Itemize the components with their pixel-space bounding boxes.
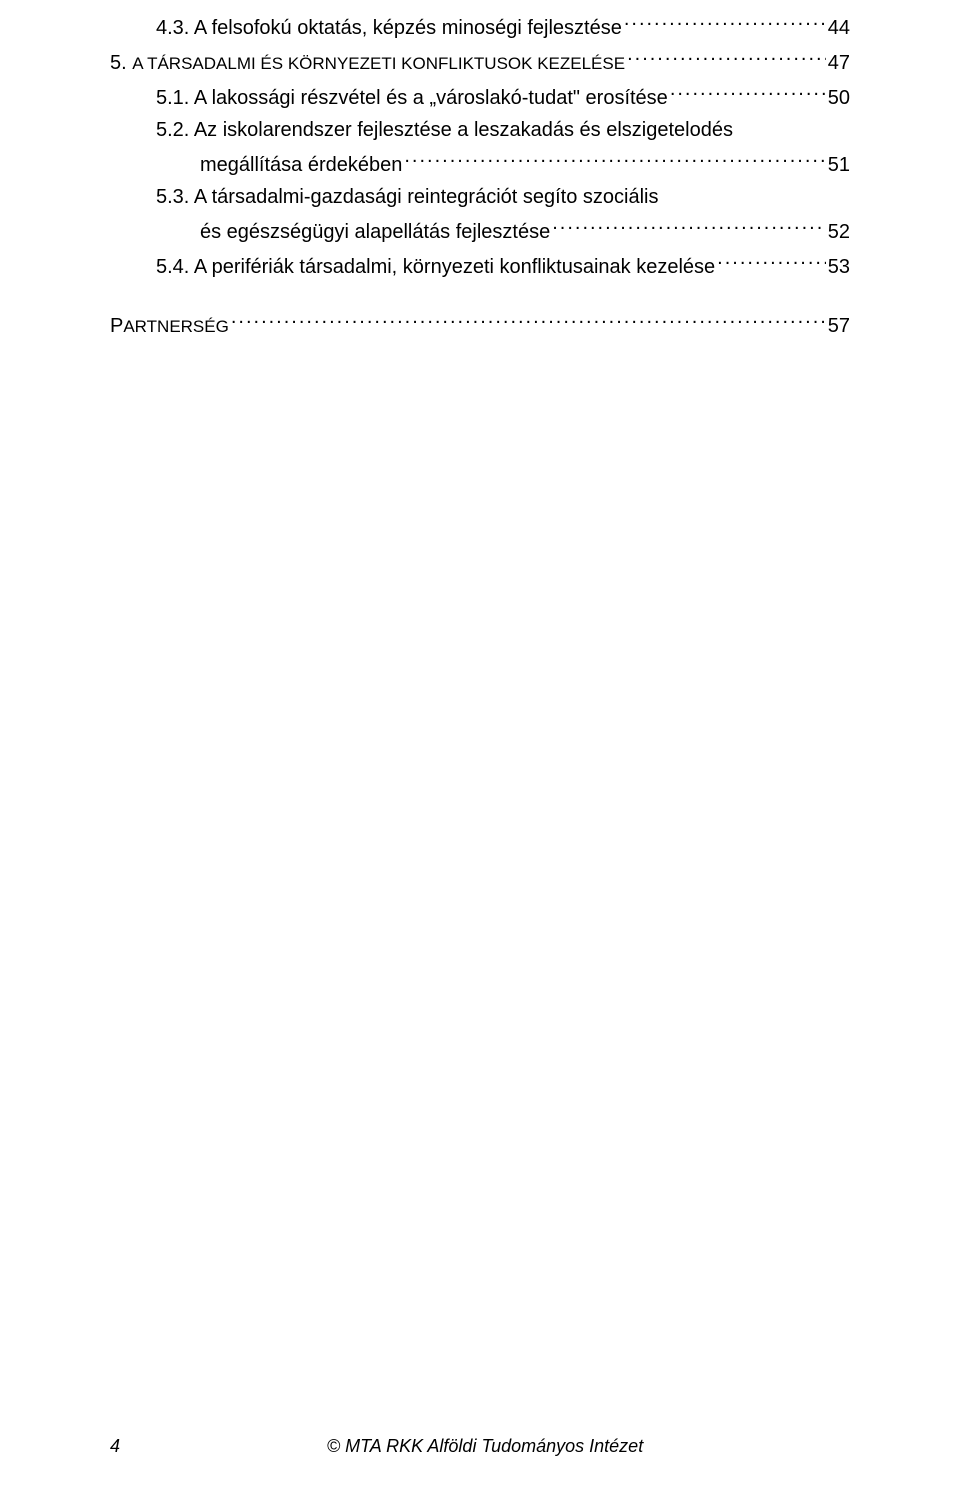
- toc-page-number: 52: [828, 217, 850, 247]
- toc-label: 5.2. Az iskolarendszer fejlesztése a les…: [156, 115, 733, 145]
- toc-label: 4.3. A felsofokú oktatás, képzés minoség…: [156, 13, 622, 43]
- toc-leaders: [404, 147, 825, 171]
- toc-page-number: 51: [828, 150, 850, 180]
- toc-label: megállítása érdekében: [200, 150, 402, 180]
- footer-copyright: © MTA RKK Alföldi Tudományos Intézet: [120, 1436, 850, 1457]
- toc-leaders: [717, 249, 826, 273]
- toc-entry: 5.4. A perifériák társadalmi, környezeti…: [110, 249, 850, 282]
- toc-page-number: 53: [828, 252, 850, 282]
- toc-entry: 4.3. A felsofokú oktatás, képzés minoség…: [110, 10, 850, 43]
- toc-entry: 5.3. A társadalmi-gazdasági reintegráció…: [110, 182, 850, 212]
- footer-page-number: 4: [110, 1436, 120, 1457]
- toc-page-number: 47: [828, 48, 850, 78]
- toc-leaders: [627, 45, 826, 69]
- toc-entry: 5. A TÁRSADALMI ÉS KÖRNYEZETI KONFLIKTUS…: [110, 45, 850, 78]
- toc-leaders: [670, 80, 826, 104]
- toc-label: és egészségügyi alapellátás fejlesztése: [200, 217, 550, 247]
- toc-label: 5. A TÁRSADALMI ÉS KÖRNYEZETI KONFLIKTUS…: [110, 48, 625, 78]
- toc-leaders: [624, 10, 826, 34]
- toc-page-number: 57: [828, 311, 850, 341]
- toc-leaders: [552, 214, 826, 238]
- toc-entry: 5.2. Az iskolarendszer fejlesztése a les…: [110, 115, 850, 145]
- toc-entry: megállítása érdekében 51: [110, 147, 850, 180]
- page: 4.3. A felsofokú oktatás, képzés minoség…: [0, 0, 960, 1505]
- toc-label: 5.4. A perifériák társadalmi, környezeti…: [156, 252, 715, 282]
- table-of-contents: 4.3. A felsofokú oktatás, képzés minoség…: [110, 0, 850, 341]
- toc-entry: PARTNERSÉG 57: [110, 308, 850, 341]
- page-footer: 4 © MTA RKK Alföldi Tudományos Intézet: [110, 1436, 850, 1457]
- toc-entry: és egészségügyi alapellátás fejlesztése 5…: [110, 214, 850, 247]
- toc-label: 5.3. A társadalmi-gazdasági reintegráció…: [156, 182, 659, 212]
- toc-page-number: 44: [828, 13, 850, 43]
- toc-entry: 5.1. A lakossági részvétel és a „városla…: [110, 80, 850, 113]
- toc-leaders: [231, 308, 826, 332]
- toc-page-number: 50: [828, 83, 850, 113]
- toc-label: PARTNERSÉG: [110, 311, 229, 341]
- toc-label: 5.1. A lakossági részvétel és a „városla…: [156, 83, 668, 113]
